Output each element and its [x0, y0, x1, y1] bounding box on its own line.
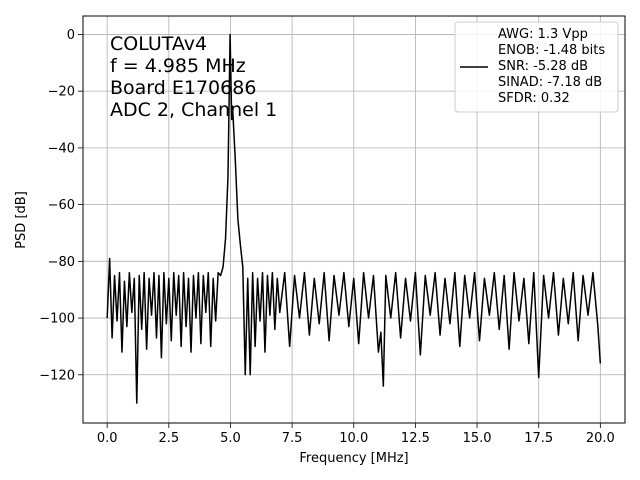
legend-line-1: AWG: 1.3 Vpp	[498, 27, 588, 42]
legend-line-2: ENOB: -1.48 bits	[498, 43, 605, 58]
annotation-block: COLUTAv4 f = 4.985 MHz Board E170686 ADC…	[110, 33, 277, 121]
x-axis-ticks: 0.0 2.5 5.0 7.5 10.0 12.5 15.0 17.5 20.0	[97, 423, 615, 446]
annotation-line-1: COLUTAv4	[110, 33, 207, 55]
annotation-line-2: f = 4.985 MHz	[110, 55, 246, 77]
y-tick-label: −20	[48, 85, 75, 100]
x-tick-label: 5.0	[220, 431, 241, 446]
x-axis-label: Frequency [MHz]	[299, 451, 408, 466]
y-tick-label: −40	[48, 141, 75, 156]
legend-line-3: SNR: -5.28 dB	[498, 59, 588, 74]
annotation-line-4: ADC 2, Channel 1	[110, 99, 277, 121]
x-tick-label: 12.5	[401, 431, 430, 446]
x-tick-label: 15.0	[463, 431, 492, 446]
legend-line-4: SINAD: -7.18 dB	[498, 75, 602, 90]
x-tick-label: 0.0	[97, 431, 118, 446]
series-line-psd	[106, 33, 602, 404]
legend: AWG: 1.3 Vpp ENOB: -1.48 bits SNR: -5.28…	[454, 21, 619, 113]
plot-area	[106, 33, 602, 404]
y-axis-label: PSD [dB]	[14, 191, 29, 249]
x-tick-label: 7.5	[282, 431, 303, 446]
x-tick-label: 2.5	[158, 431, 179, 446]
x-tick-label: 20.0	[586, 431, 615, 446]
legend-box	[454, 21, 619, 113]
annotation-line-3: Board E170686	[110, 77, 256, 99]
y-tick-label: −60	[48, 198, 75, 213]
x-tick-label: 10.0	[339, 431, 368, 446]
y-tick-label: −80	[48, 255, 75, 270]
y-tick-label: −120	[39, 368, 75, 383]
y-tick-label: −100	[39, 312, 75, 327]
legend-line-5: SFDR: 0.32	[498, 91, 570, 106]
x-tick-label: 17.5	[524, 431, 553, 446]
y-axis-ticks: 0 −20 −40 −60 −80 −100 −120	[39, 28, 83, 383]
y-tick-label: 0	[67, 28, 75, 43]
